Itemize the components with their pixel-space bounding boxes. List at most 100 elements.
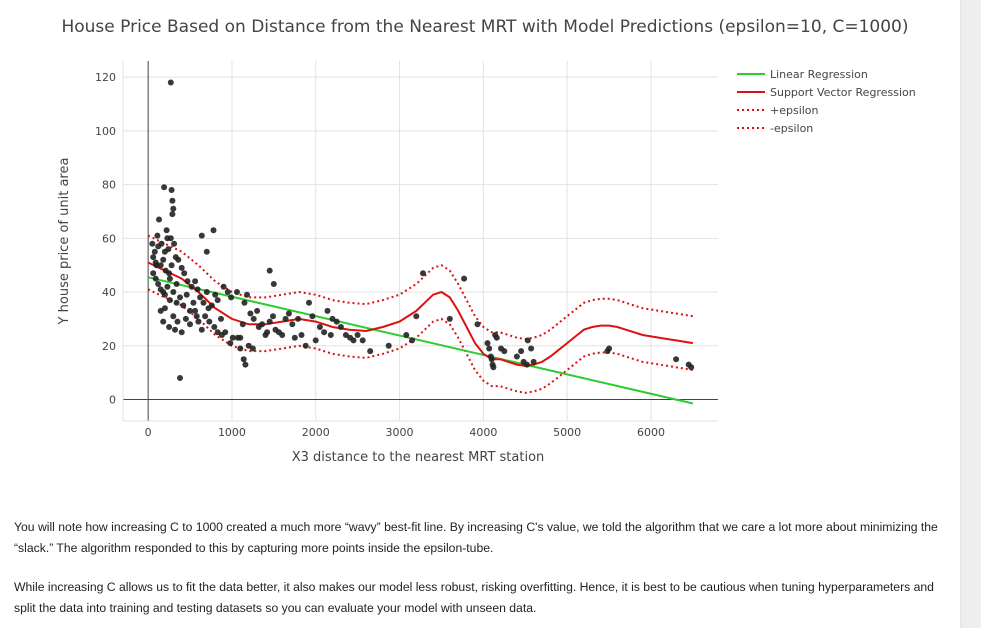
data-point bbox=[151, 248, 158, 255]
data-point bbox=[161, 184, 168, 191]
data-point bbox=[182, 315, 189, 322]
data-point bbox=[198, 232, 205, 239]
data-point bbox=[168, 262, 175, 269]
data-point bbox=[354, 332, 361, 338]
data-point bbox=[195, 318, 202, 325]
data-point bbox=[285, 310, 292, 317]
data-point bbox=[282, 315, 289, 322]
data-point bbox=[240, 356, 247, 363]
data-point bbox=[190, 299, 197, 306]
data-point bbox=[501, 348, 508, 355]
y-tick-label: 60 bbox=[102, 232, 116, 245]
data-point bbox=[149, 240, 156, 247]
data-point bbox=[523, 361, 530, 368]
data-point bbox=[446, 315, 453, 322]
data-point bbox=[203, 289, 210, 295]
data-point bbox=[359, 337, 366, 344]
data-point bbox=[173, 299, 180, 306]
data-point bbox=[350, 337, 357, 344]
x-tick-label: 5000 bbox=[553, 426, 581, 439]
data-point bbox=[309, 313, 316, 320]
data-point bbox=[197, 294, 204, 301]
data-point bbox=[337, 324, 344, 330]
minus-epsilon-line bbox=[147, 288, 694, 394]
data-point bbox=[166, 297, 173, 304]
scrollbar[interactable] bbox=[960, 0, 981, 628]
legend[interactable]: Linear Regression Support Vector Regressi… bbox=[737, 68, 916, 135]
series bbox=[147, 234, 694, 405]
legend-label: Linear Regression bbox=[770, 68, 868, 81]
data-point bbox=[229, 334, 236, 341]
data-point bbox=[250, 315, 257, 322]
data-point bbox=[688, 364, 695, 371]
data-point bbox=[488, 356, 495, 363]
data-point bbox=[513, 353, 520, 360]
data-point bbox=[493, 334, 500, 341]
data-point bbox=[175, 256, 182, 263]
legend-label: +epsilon bbox=[770, 104, 819, 117]
data-point bbox=[167, 79, 174, 86]
data-point bbox=[167, 235, 174, 242]
data-point bbox=[210, 227, 217, 234]
data-point bbox=[530, 358, 537, 365]
data-point bbox=[474, 321, 481, 328]
x-tick-label: 1000 bbox=[218, 426, 246, 439]
data-point bbox=[157, 262, 164, 269]
data-point bbox=[168, 187, 175, 193]
data-point bbox=[279, 332, 286, 338]
data-point bbox=[184, 278, 191, 285]
data-point bbox=[188, 283, 195, 290]
y-tick-label: 20 bbox=[102, 340, 116, 353]
data-point bbox=[187, 321, 193, 328]
data-point bbox=[486, 345, 493, 352]
data-point bbox=[220, 283, 227, 290]
data-point bbox=[239, 321, 246, 328]
data-point bbox=[367, 348, 374, 355]
data-point bbox=[409, 337, 416, 344]
article-paragraph-1: You will note how increasing C to 1000 c… bbox=[14, 520, 938, 555]
data-point bbox=[289, 321, 296, 328]
data-point bbox=[152, 275, 159, 282]
data-point bbox=[211, 324, 218, 330]
chart-title: House Price Based on Distance from the N… bbox=[61, 17, 908, 37]
legend-item[interactable]: -epsilon bbox=[737, 122, 813, 135]
data-point bbox=[183, 291, 190, 298]
data-point bbox=[166, 324, 173, 330]
data-point bbox=[177, 375, 183, 381]
data-point bbox=[160, 318, 167, 325]
data-point bbox=[212, 291, 219, 298]
y-tick-label: 40 bbox=[102, 286, 116, 299]
data-point bbox=[291, 334, 298, 341]
data-point bbox=[160, 256, 167, 263]
data-point bbox=[203, 248, 210, 255]
data-point bbox=[166, 275, 173, 282]
data-point bbox=[312, 337, 319, 344]
data-point bbox=[154, 232, 161, 239]
data-point bbox=[242, 361, 249, 368]
article-text: You will note how increasing C to 1000 c… bbox=[14, 517, 944, 637]
data-point bbox=[254, 307, 261, 314]
data-point bbox=[170, 205, 177, 212]
legend-item[interactable]: +epsilon bbox=[737, 104, 819, 117]
data-point bbox=[461, 275, 468, 282]
data-point bbox=[180, 302, 187, 309]
data-point bbox=[169, 211, 176, 218]
data-point bbox=[333, 318, 340, 325]
data-point bbox=[164, 283, 171, 290]
data-point bbox=[237, 334, 244, 341]
legend-item[interactable]: Support Vector Regression bbox=[737, 86, 916, 99]
data-point bbox=[166, 270, 173, 277]
data-point bbox=[172, 326, 178, 333]
data-point bbox=[174, 318, 181, 325]
data-point bbox=[156, 216, 162, 223]
data-point bbox=[150, 254, 157, 261]
data-point bbox=[266, 318, 273, 325]
y-tick-label: 100 bbox=[95, 125, 116, 138]
legend-label: Support Vector Regression bbox=[770, 86, 916, 99]
y-axis-title: Y house price of unit area bbox=[57, 158, 72, 326]
legend-item[interactable]: Linear Regression bbox=[737, 68, 868, 81]
chart[interactable]: House Price Based on Distance from the N… bbox=[0, 0, 960, 480]
y-tick-label: 120 bbox=[95, 71, 116, 84]
data-point bbox=[237, 345, 244, 352]
data-point bbox=[161, 291, 168, 298]
